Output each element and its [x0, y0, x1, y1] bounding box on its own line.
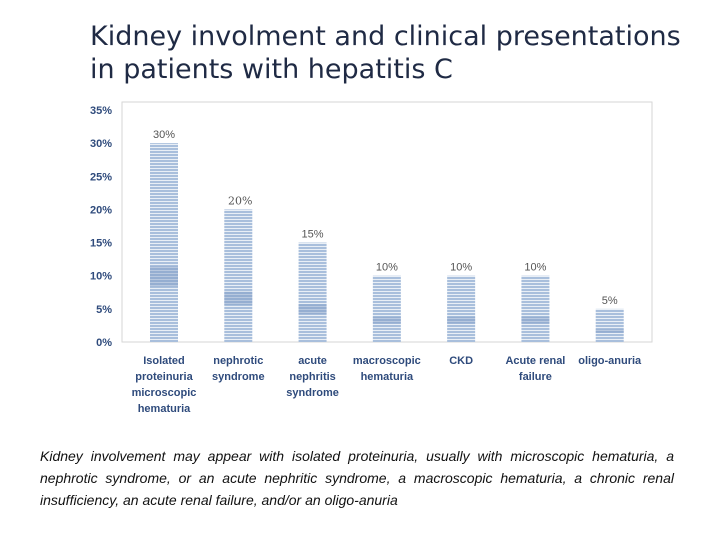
bar — [224, 209, 253, 342]
x-tick-label-line: microscopic — [132, 387, 197, 399]
title-line-2: in patients with hepatitis C — [90, 54, 453, 85]
bar — [447, 275, 476, 342]
y-tick-label: 35% — [90, 105, 112, 117]
x-tick-label-line: nephrotic — [213, 355, 263, 367]
bar-data-label: 10% — [524, 262, 546, 274]
bar-group: 15% — [298, 229, 327, 342]
bar-group: 10% — [372, 262, 401, 342]
bar-shade — [224, 291, 253, 305]
x-tick-label-line: CKD — [449, 355, 473, 367]
bar — [150, 143, 178, 342]
bar-shade — [298, 304, 327, 315]
slide-caption: Kidney involvement may appear with isola… — [40, 448, 674, 508]
bar-group: 20% — [224, 194, 253, 342]
x-axis: Isolated proteinuria microscopic hematuria n… — [132, 355, 642, 415]
bar-data-label: 5% — [602, 295, 618, 307]
bar-chart-svg: 0% 5% 10% 15% 20% 25% 30% 35% 30% 20% 15% 10% 10% 10… — [90, 101, 653, 415]
y-tick-label: 5% — [96, 304, 112, 316]
bar-group: 30% — [150, 129, 178, 342]
x-tick-label: acute nephritis syndrome — [286, 355, 339, 399]
x-tick-label-line: syndrome — [286, 387, 339, 399]
bar-shade — [595, 329, 624, 333]
bar — [298, 242, 327, 342]
x-tick-label-line: proteinuria — [135, 371, 193, 383]
x-tick-label: nephrotic syndrome — [212, 355, 265, 383]
x-tick-label-line: oligo-anuria — [578, 355, 642, 367]
slide-title: Kidney involment and clinical presentati… — [90, 20, 690, 86]
bar-group: 5% — [595, 295, 624, 342]
bar-shade — [521, 316, 550, 324]
bar-chart: 0% 5% 10% 15% 20% 25% 30% 35% 30% 20% 15% 10% 10% 10… — [80, 100, 660, 430]
bar-shade — [447, 316, 476, 324]
x-tick-label-line: acute — [298, 355, 327, 367]
bar — [372, 275, 401, 342]
bar — [521, 275, 550, 342]
bar-shade — [372, 316, 401, 324]
y-tick-label: 30% — [90, 138, 112, 150]
y-tick-label: 0% — [96, 337, 112, 349]
bar-data-label: 20% — [228, 194, 252, 207]
bar — [595, 308, 624, 342]
x-tick-label-line: Isolated — [143, 355, 185, 367]
x-tick-label-line: nephritis — [289, 371, 335, 383]
title-line-1: Kidney involment and clinical presentati… — [90, 21, 681, 52]
x-tick-label: Isolated proteinuria microscopic hematuria — [132, 355, 197, 415]
x-tick-label-line: hematuria — [138, 403, 191, 415]
x-tick-label-line: Acute renal — [505, 355, 565, 367]
bar-group: 10% — [521, 262, 550, 342]
x-tick-label: Acute renal failure — [505, 355, 565, 383]
x-tick-label: macroscopic hematuria — [353, 355, 421, 383]
bar-data-label: 10% — [376, 262, 398, 274]
y-tick-label: 10% — [90, 271, 112, 283]
x-tick-label-line: failure — [519, 371, 552, 383]
bar-shade — [150, 266, 178, 287]
x-tick-label: oligo-anuria — [578, 355, 642, 367]
y-tick-label: 15% — [90, 238, 112, 250]
x-tick-label-line: hematuria — [361, 371, 414, 383]
y-tick-label: 20% — [90, 204, 112, 216]
x-tick-label-line: macroscopic — [353, 355, 421, 367]
bars: 30% 20% 15% 10% 10% 10% 5% — [150, 129, 624, 342]
bar-data-label: 30% — [153, 129, 175, 141]
bar-group: 10% — [447, 262, 476, 342]
x-tick-label: CKD — [449, 355, 473, 367]
x-tick-label-line: syndrome — [212, 371, 265, 383]
y-tick-label: 25% — [90, 171, 112, 183]
y-axis: 0% 5% 10% 15% 20% 25% 30% 35% — [90, 105, 112, 349]
bar-data-label: 15% — [302, 229, 324, 241]
bar-data-label: 10% — [450, 262, 472, 274]
